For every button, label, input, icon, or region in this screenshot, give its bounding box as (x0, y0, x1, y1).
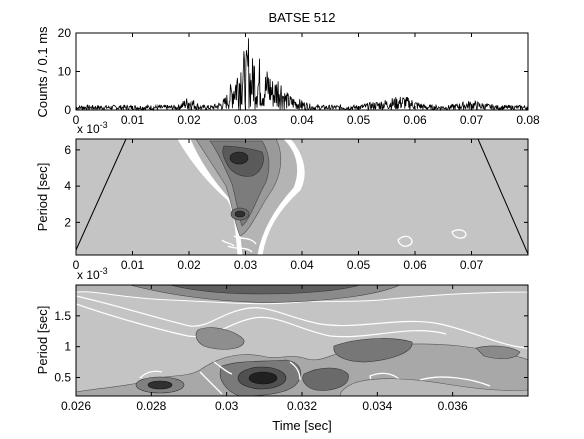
panel1-x-tick-label: 0.03 (234, 113, 258, 127)
panel1-x-tick-label: 0.06 (403, 113, 427, 127)
panel2-x-tick-label: 0.02 (177, 258, 201, 272)
panel3-lower-contour-2 (339, 378, 528, 396)
panel2-y-tick-label: 2 (64, 215, 71, 229)
panel3-x-tick-label: 0.03 (215, 399, 239, 413)
panel2-peak-upper (229, 151, 249, 165)
panel1-x-axis: 0 0.01 0.02 0.03 0.04 0.05 0.06 0.07 0.08 (73, 33, 540, 127)
panel2-x-tick-label: 0 (73, 258, 80, 272)
panel2-contours (177, 139, 467, 255)
panel2-x-tick-label: 0.07 (460, 258, 484, 272)
panel3-contours (76, 285, 528, 396)
panel1-y-axis: 0 10 20 (58, 26, 528, 117)
panel2-x-tick-label: 0.01 (121, 258, 145, 272)
panel1-x-tick-label: 0.02 (177, 113, 201, 127)
panel3-y-tick-label: 1 (64, 340, 71, 354)
panel3-white-contours (76, 295, 528, 349)
panel2-y-label: Period [sec] (35, 163, 50, 232)
panel1-x-tick-label: 0 (73, 113, 80, 127)
panel2-x-tick-label: 0.06 (403, 258, 427, 272)
panel1-y-tick-label: 0 (64, 103, 71, 117)
chart-title: BATSE 512 (269, 10, 336, 25)
panel2-x-axis: 0 0.01 0.02 0.03 0.04 0.05 0.06 0.07 (73, 139, 484, 272)
panel3-y-tick-label: 0.5 (54, 371, 71, 385)
panel1-x-tick-label: 0.07 (460, 113, 484, 127)
panel2-y-tick-label: 4 (64, 179, 71, 193)
panel3-x-tick-label: 0.028 (136, 399, 166, 413)
panel1-x-tick-label: 0.05 (347, 113, 371, 127)
panel1-frame (75, 32, 529, 111)
panel3-y-tick-label: 1.5 (54, 309, 71, 323)
panel2-small-contours (221, 235, 257, 253)
panel3-left-peak (147, 380, 173, 390)
panel3-x-tick-label: 0.026 (61, 399, 91, 413)
panel1-x-tick-label: 0.01 (121, 113, 145, 127)
panel2-contour-island-1 (397, 235, 413, 247)
panel3-x-axis: 0.026 0.028 0.03 0.032 0.034 0.036 (61, 285, 468, 413)
panel3-x-tick-label: 0.032 (287, 399, 317, 413)
panel1-y-tick-label: 20 (58, 26, 72, 40)
panel2-x-tick-label: 0.03 (234, 258, 258, 272)
panel1-x-multiplier: x 10-3 (77, 120, 108, 136)
panel2-contour-island-2 (451, 229, 467, 239)
cone-of-influence-left (75, 138, 127, 251)
panel2-y-axis: 2 4 6 (64, 143, 528, 229)
panel3-x-tick-label: 0.036 (438, 399, 468, 413)
panel2-x-tick-label: 0.05 (347, 258, 371, 272)
panel2-x-tick-label: 0.04 (290, 258, 314, 272)
panel2-x-multiplier: x 10-3 (77, 266, 108, 282)
panel1-x-tick-label: 0.04 (290, 113, 314, 127)
panel3-y-axis: 0.5 1 1.5 (54, 309, 528, 385)
light-curve-line (75, 38, 529, 112)
panel3-x-tick-label: 0.034 (362, 399, 392, 413)
panel1-y-tick-label: 10 (58, 65, 72, 79)
panel3-y-label: Period [sec] (35, 306, 50, 375)
panel3-main-peak (248, 371, 278, 385)
panel3-contour-right-edge (475, 345, 521, 359)
panel3-contour-right-upper (333, 338, 413, 363)
panel3-mid-contour (195, 327, 245, 350)
cone-of-influence-right (477, 138, 529, 255)
panel3-x-label: Time [sec] (272, 418, 331, 433)
panel3-top-contour-2 (169, 285, 361, 295)
panel2-peak-lower (234, 210, 246, 218)
panel1-y-label: Counts / 0.1 ms (35, 26, 50, 118)
panel2-y-tick-label: 6 (64, 143, 71, 157)
panel1-x-tick-label: 0.08 (516, 113, 540, 127)
panel3-contour-right-mid (302, 367, 349, 391)
